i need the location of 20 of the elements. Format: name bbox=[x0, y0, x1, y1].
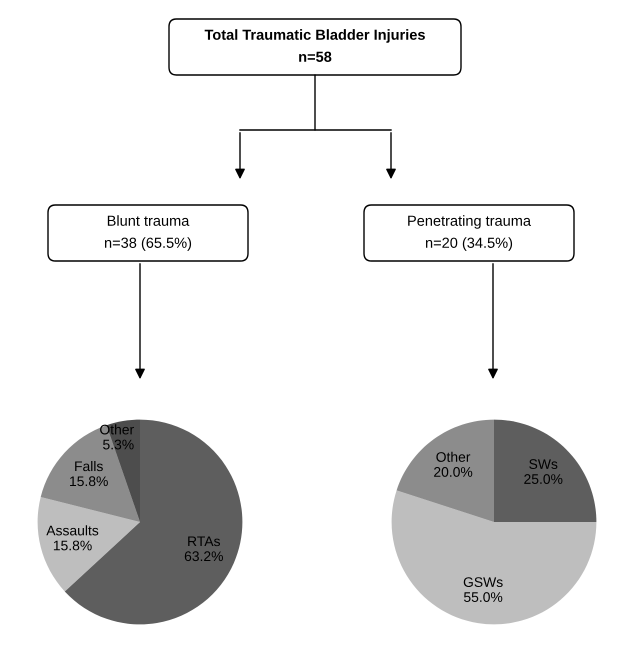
pie-slice bbox=[38, 497, 140, 592]
text: Penetrating trauma n=20 (34.5%) bbox=[408, 215, 532, 251]
data-label: 20.0% bbox=[434, 467, 472, 477]
text: Blunt trauma n=38 (65.5%) bbox=[104, 215, 192, 251]
pie-slice bbox=[396, 420, 494, 522]
data-label: 63.2% bbox=[184, 551, 223, 562]
data-label: 55.0% bbox=[464, 592, 502, 602]
data-label: 15.8% bbox=[54, 540, 92, 550]
slice-label: SWs bbox=[529, 459, 558, 470]
slice-label: GSWs bbox=[464, 577, 503, 588]
pie-slice bbox=[40, 425, 140, 522]
slice-label: Other bbox=[436, 452, 470, 462]
data-label: 25.0% bbox=[524, 474, 562, 484]
data-label: 15.8% bbox=[70, 476, 108, 486]
pie-slice bbox=[494, 420, 596, 522]
slice-label: Falls bbox=[75, 460, 103, 472]
pie-slice bbox=[392, 490, 596, 624]
slice-label: RTAs bbox=[188, 536, 220, 546]
text: Total Traumatic Bladder Injuries n=58 bbox=[204, 29, 425, 62]
slice-label: Assaults bbox=[46, 525, 98, 536]
